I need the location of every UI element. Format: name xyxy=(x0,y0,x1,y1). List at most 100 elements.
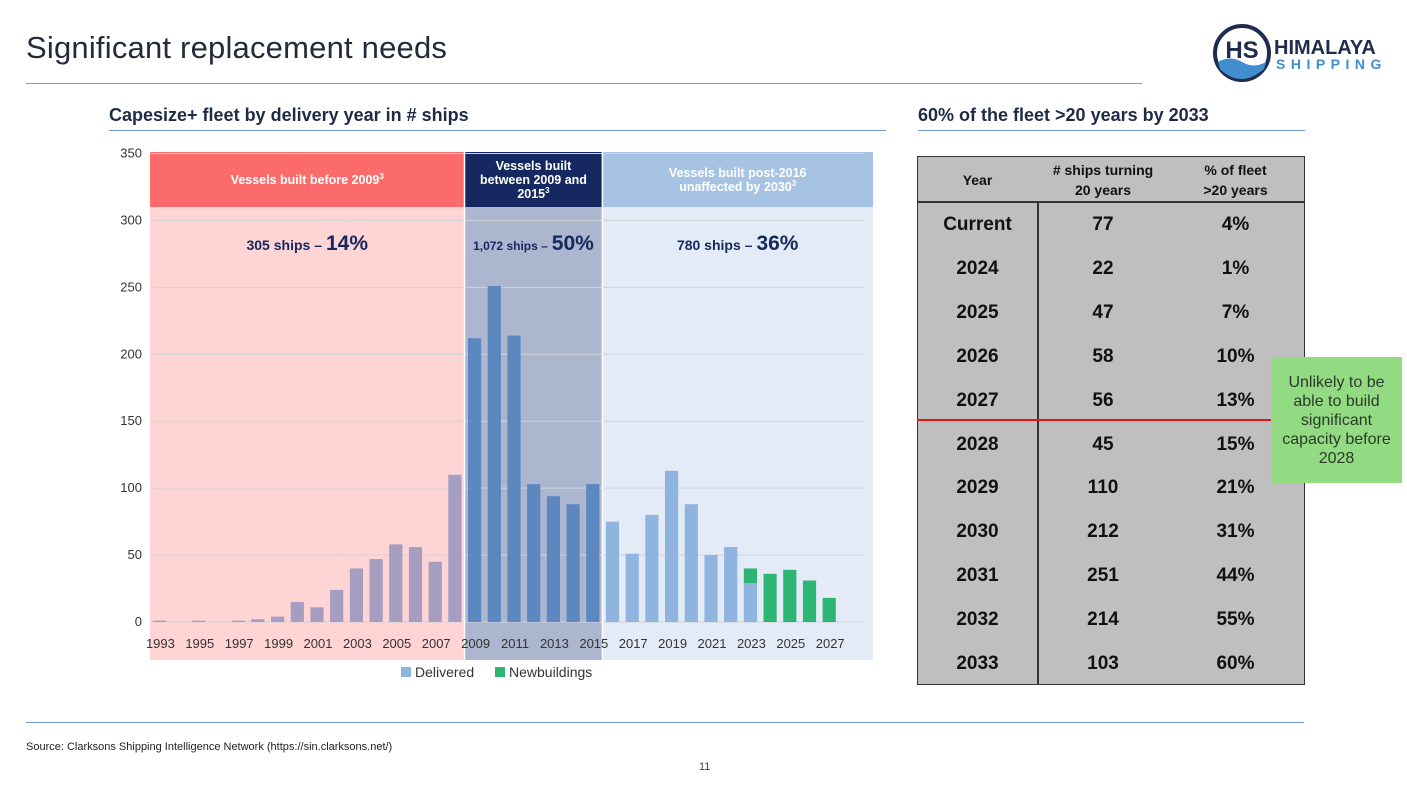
cell-year: 2031 xyxy=(956,565,999,587)
region-summary: 1,072 ships – 50% xyxy=(473,232,594,255)
table-row: 2026 58 10% xyxy=(918,335,1304,379)
delivered-bar xyxy=(290,601,304,622)
x-tick-label: 2001 xyxy=(304,636,333,651)
x-tick-label: 2003 xyxy=(343,636,372,651)
delivered-bar xyxy=(507,335,521,622)
x-tick-label: 2013 xyxy=(540,636,569,651)
delivered-bar xyxy=(527,484,541,622)
cell-year: 2024 xyxy=(956,257,999,279)
x-tick-label: 2023 xyxy=(737,636,766,651)
legend-newbuildings-label: Newbuildings xyxy=(509,664,592,680)
column-divider xyxy=(1037,201,1039,684)
x-tick-label: 2015 xyxy=(579,636,608,651)
region-header-line: unaffected by 20303 xyxy=(679,179,797,194)
cell-ships: 77 xyxy=(1092,214,1114,235)
delivered-bar xyxy=(487,286,501,622)
cell-pct: 15% xyxy=(1216,433,1255,455)
newbuildings-bar xyxy=(822,597,836,622)
x-tick-label: 2027 xyxy=(816,636,845,651)
cell-pct: 10% xyxy=(1216,345,1255,367)
page-title: Significant replacement needs xyxy=(26,30,448,65)
logo-name-top: HIMALAYA xyxy=(1274,37,1376,59)
cell-year: 2030 xyxy=(956,521,999,543)
logo-name-bottom: SHIPPING xyxy=(1276,56,1387,72)
cell-ships: 251 xyxy=(1087,565,1119,587)
cell-pct: 4% xyxy=(1221,214,1250,235)
header-pct-line1: % of fleet xyxy=(1204,161,1267,178)
region-summary-ships: 1,072 ships – xyxy=(473,239,548,253)
region-header xyxy=(150,152,465,207)
cell-year: Current xyxy=(943,214,1012,235)
delivered-bar xyxy=(192,620,206,622)
delivered-bar xyxy=(724,547,738,622)
red-divider-2027-2028 xyxy=(917,419,1272,421)
region-summary-ships: 780 ships – xyxy=(677,237,753,253)
cell-pct: 21% xyxy=(1216,477,1255,499)
cell-year: 2027 xyxy=(956,389,999,411)
title-divider xyxy=(26,83,1142,84)
delivered-bar xyxy=(389,544,403,622)
region-summary-pct: 36% xyxy=(756,232,798,255)
cell-year: 2026 xyxy=(956,345,999,367)
x-tick-label: 1993 xyxy=(146,636,175,651)
legend-delivered-swatch xyxy=(401,667,411,677)
x-tick-label: 2021 xyxy=(698,636,727,651)
x-tick-label: 2025 xyxy=(776,636,805,651)
cell-ships: 110 xyxy=(1087,477,1119,499)
x-tick-label: 2005 xyxy=(382,636,411,651)
header-pct: % of fleet >20 years xyxy=(1169,157,1302,202)
footer-divider xyxy=(26,722,1304,723)
region-header-text: unaffected by 2030 xyxy=(679,180,792,194)
table-row: 2027 56 13% xyxy=(918,379,1304,423)
delivered-bar xyxy=(448,474,462,622)
table-row: 2025 47 7% xyxy=(918,291,1304,335)
chart-title: Capesize+ fleet by delivery year in # sh… xyxy=(109,105,469,125)
cell-ships: 56 xyxy=(1092,389,1114,411)
y-tick-label: 150 xyxy=(120,413,142,428)
region-summary-pct: 14% xyxy=(326,232,368,255)
delivered-bar xyxy=(586,484,600,622)
himalaya-shipping-logo: HS HIMALAYA SHIPPING xyxy=(1213,24,1387,82)
page-number: 11 xyxy=(699,761,711,773)
cell-ships: 214 xyxy=(1087,609,1119,631)
cell-ships: 212 xyxy=(1087,521,1119,543)
region-header xyxy=(464,152,603,207)
region-header-line: Vessels built before 20093 xyxy=(231,172,385,187)
cell-pct: 31% xyxy=(1216,521,1255,543)
delivered-bar xyxy=(408,547,423,622)
delivered-bar xyxy=(349,568,364,622)
cell-pct: 7% xyxy=(1221,301,1250,323)
logo-wave xyxy=(1218,58,1266,79)
delivered-bar xyxy=(251,619,265,622)
x-tick-label: 2011 xyxy=(501,636,529,651)
cell-year: 2029 xyxy=(956,477,999,499)
cell-pct: 60% xyxy=(1216,653,1255,674)
y-tick-label: 200 xyxy=(120,346,142,361)
region-header-text: Vessels built post-2016 xyxy=(669,166,807,180)
cell-year: 2025 xyxy=(956,301,999,323)
newbuildings-bar xyxy=(783,569,797,622)
region-header-line: Vessels built xyxy=(496,159,573,173)
cell-ships: 58 xyxy=(1092,345,1114,367)
delivered-bar xyxy=(369,559,383,622)
table-row: 2029 110 21% xyxy=(918,466,1304,510)
cell-ships: 103 xyxy=(1087,653,1119,674)
cell-year: 2028 xyxy=(956,433,999,455)
y-tick-label: 250 xyxy=(120,279,142,294)
x-tick-label: 1995 xyxy=(185,636,214,651)
footnote-marker: 3 xyxy=(792,179,797,188)
table-row: 2033 103 60% xyxy=(918,642,1304,686)
header-divider xyxy=(918,201,1304,203)
region-header-text: 2015 xyxy=(517,187,545,201)
header-year: Year xyxy=(918,157,1037,202)
footnote-marker: 3 xyxy=(379,172,384,181)
delivered-bar xyxy=(645,514,659,622)
header-year-label: Year xyxy=(962,171,993,188)
table-row: 2030 212 31% xyxy=(918,510,1304,554)
region-summary: 305 ships –14% xyxy=(246,232,368,255)
region-summary-pct: 50% xyxy=(552,232,594,255)
cell-ships: 45 xyxy=(1092,433,1114,455)
cell-pct: 13% xyxy=(1216,389,1255,411)
region-header-text: between 2009 and xyxy=(480,173,587,187)
delivered-bar xyxy=(271,616,285,622)
